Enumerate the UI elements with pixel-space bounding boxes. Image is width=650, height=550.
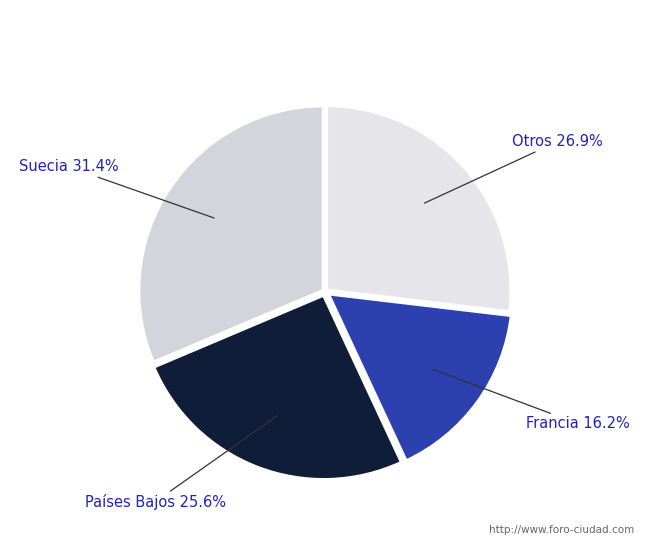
Text: Almadén - Turistas extranjeros según país - Abril de 2024: Almadén - Turistas extranjeros según paí… <box>43 20 607 38</box>
Wedge shape <box>138 106 324 362</box>
Text: http://www.foro-ciudad.com: http://www.foro-ciudad.com <box>489 525 634 535</box>
Text: Francia 16.2%: Francia 16.2% <box>433 370 630 431</box>
Wedge shape <box>326 106 511 312</box>
Text: Suecia 31.4%: Suecia 31.4% <box>19 160 214 218</box>
Text: Países Bajos 25.6%: Países Bajos 25.6% <box>84 416 278 510</box>
Wedge shape <box>153 295 402 480</box>
Text: Otros 26.9%: Otros 26.9% <box>424 134 603 203</box>
Wedge shape <box>328 294 512 461</box>
